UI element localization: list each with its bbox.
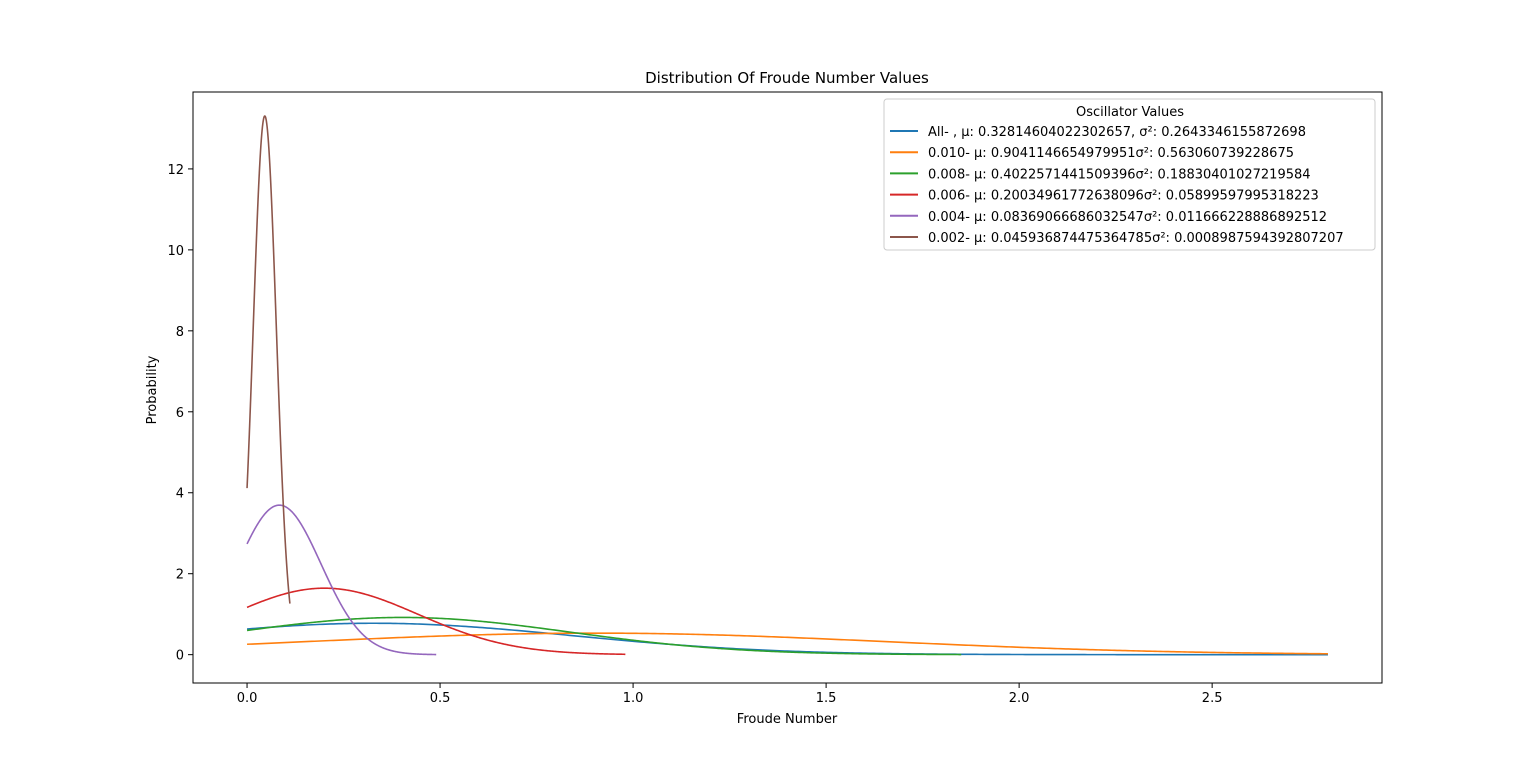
legend-label-3: 0.006- μ: 0.20034961772638096σ²: 0.05899… xyxy=(928,189,1319,204)
y-tick-label: 12 xyxy=(167,163,184,178)
y-tick-label: 0 xyxy=(176,649,184,664)
series-line-2 xyxy=(246,616,962,656)
legend-title: Oscillator Values xyxy=(1076,105,1184,120)
x-tick-label: 2.5 xyxy=(1202,691,1223,706)
y-tick-label: 4 xyxy=(176,487,184,502)
x-axis-label: Froude Number xyxy=(737,712,838,727)
legend-label-0: All- , μ: 0.32814604022302657, σ²: 0.264… xyxy=(928,125,1306,140)
legend: Oscillator Values All- , μ: 0.3281460402… xyxy=(883,98,1376,251)
series-line-3 xyxy=(246,587,626,656)
legend-label-1: 0.010- μ: 0.9041146654979951σ²: 0.563060… xyxy=(928,146,1294,161)
legend-label-5: 0.002- μ: 0.045936874475364785σ²: 0.0008… xyxy=(928,231,1344,246)
y-axis-ticks: 0 2 4 6 8 10 12 xyxy=(167,163,193,664)
series-line-0 xyxy=(246,622,1328,656)
legend-box xyxy=(883,98,1376,251)
x-tick-label: 1.5 xyxy=(816,691,837,706)
series-line-4 xyxy=(246,504,437,656)
legend-label-2: 0.008- μ: 0.4022571441509396σ²: 0.188304… xyxy=(928,167,1311,182)
legend-label-4: 0.004- μ: 0.08369066686032547σ²: 0.01166… xyxy=(928,210,1327,225)
y-tick-label: 10 xyxy=(167,244,184,259)
legend-entries: All- , μ: 0.32814604022302657, σ²: 0.264… xyxy=(890,125,1344,246)
x-tick-label: 0.0 xyxy=(237,691,258,706)
y-tick-label: 6 xyxy=(176,406,184,421)
y-tick-label: 8 xyxy=(176,325,184,340)
y-tick-label: 2 xyxy=(176,568,184,583)
plot-frame xyxy=(192,91,1383,684)
series-lines xyxy=(246,115,1328,656)
x-tick-label: 0.5 xyxy=(430,691,451,706)
series-line-1 xyxy=(247,632,1328,655)
series-line-5 xyxy=(246,115,291,604)
x-axis-ticks: 0.0 0.5 1.0 1.5 2.0 2.5 xyxy=(237,683,1223,706)
y-axis-label: Probability xyxy=(145,355,160,424)
x-tick-label: 1.0 xyxy=(623,691,644,706)
chart-title: Distribution Of Froude Number Values xyxy=(645,69,929,87)
x-tick-label: 2.0 xyxy=(1009,691,1030,706)
